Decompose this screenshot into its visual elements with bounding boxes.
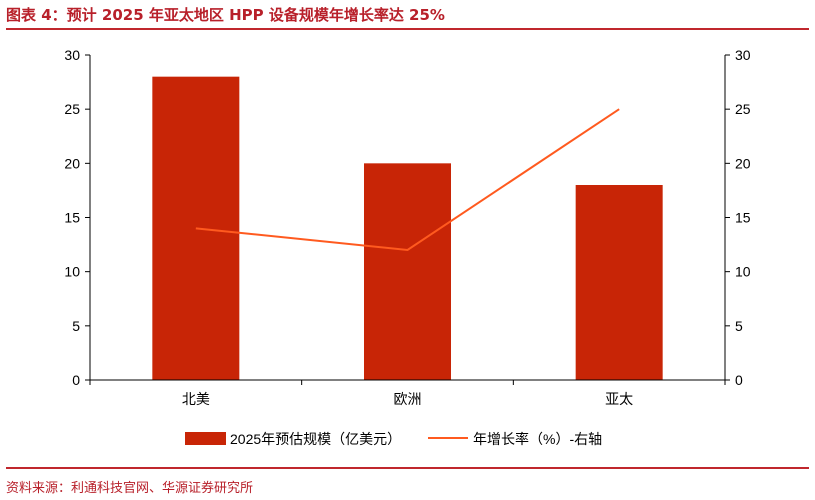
left-tick-label: 25: [64, 101, 80, 117]
source-note: 资料来源：利通科技官网、华源证券研究所: [6, 481, 254, 496]
x-tick-label: 北美: [182, 391, 210, 407]
left-tick-label: 15: [64, 210, 80, 226]
bar: [364, 163, 451, 380]
right-tick-label: 10: [735, 264, 751, 280]
x-tick-label: 亚太: [605, 391, 633, 407]
right-tick-label: 15: [735, 210, 751, 226]
right-tick-label: 30: [735, 47, 751, 63]
chart-title: 图表 4：预计 2025 年亚太地区 HPP 设备规模年增长率达 25%: [6, 6, 445, 24]
footer-divider: [6, 467, 809, 469]
title-divider: [6, 28, 809, 30]
legend-bar-label: 2025年预估规模（亿美元）: [230, 431, 401, 447]
right-tick-label: 0: [735, 372, 743, 388]
legend-line-label: 年增长率（%）-右轴: [473, 431, 602, 447]
x-tick-label: 欧洲: [394, 391, 422, 407]
left-tick-label: 20: [64, 155, 80, 171]
right-tick-label: 20: [735, 155, 751, 171]
left-tick-label: 5: [72, 318, 80, 334]
left-tick-label: 30: [64, 47, 80, 63]
left-tick-label: 0: [72, 372, 80, 388]
legend-bar-swatch: [185, 432, 226, 445]
chart: 0 0 5 5 10 10 15 15 20 20 25 25 30 30 北美 欧洲 亚太 2025年预估规模（…: [64, 47, 751, 447]
right-tick-label: 5: [735, 318, 743, 334]
right-tick-label: 25: [735, 101, 751, 117]
bar: [575, 185, 663, 380]
left-tick-label: 10: [64, 264, 80, 280]
